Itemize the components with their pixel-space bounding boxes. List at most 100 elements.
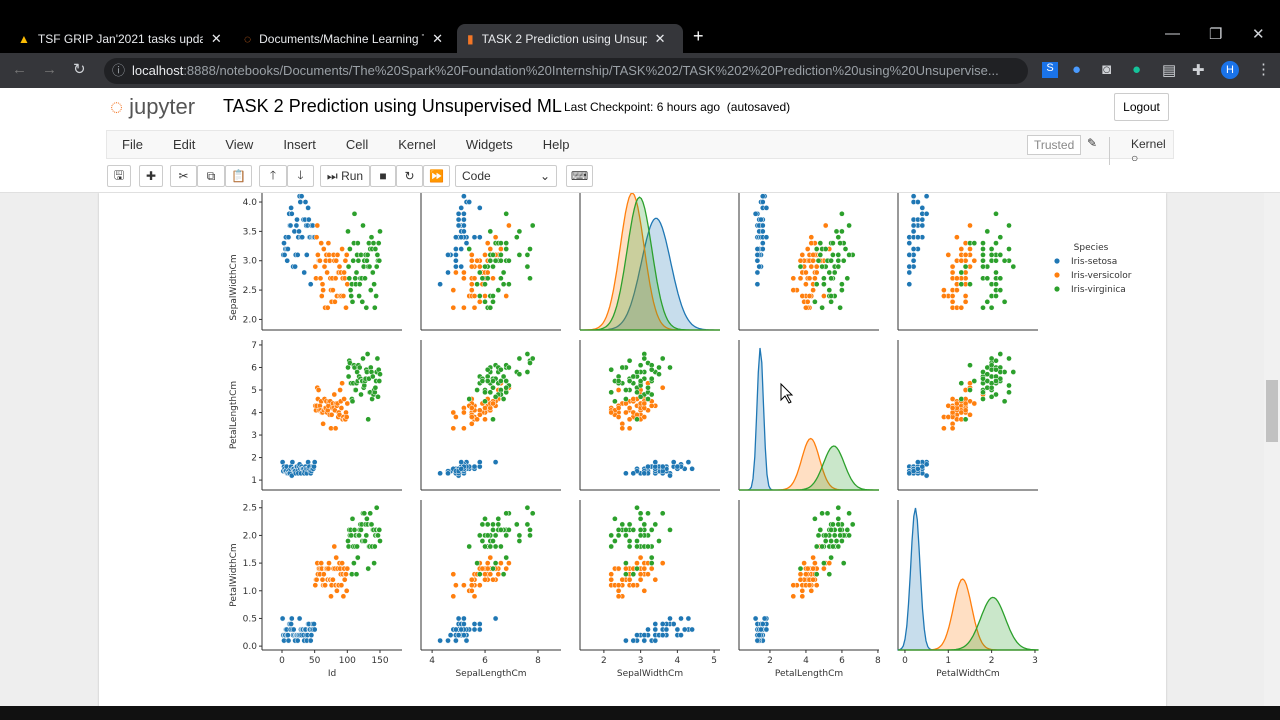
point-Iris-virginica <box>498 275 504 282</box>
trusted-badge[interactable]: Trusted <box>1027 135 1082 155</box>
point-Iris-virginica <box>358 391 364 398</box>
point-Iris-virginica <box>479 521 486 528</box>
restore-button[interactable]: ❐ <box>1209 26 1223 43</box>
extensions-puzzle-icon[interactable]: ✚ <box>1192 62 1205 79</box>
point-Iris-versicolor <box>626 425 633 432</box>
x-tick-label: 1 <box>945 656 951 666</box>
point-Iris-setosa <box>915 234 921 241</box>
point-Iris-virginica <box>812 298 818 305</box>
minimize-button[interactable]: — <box>1165 25 1180 42</box>
tab-task2[interactable]: ▮ TASK 2 Prediction using Unsuper ✕ <box>457 24 683 53</box>
point-Iris-virginica <box>348 293 355 299</box>
scrollbar[interactable] <box>1264 193 1280 706</box>
tab-drive[interactable]: ▲TSF GRIP Jan'2021 tasks updated✕ <box>18 30 222 46</box>
point-Iris-setosa <box>641 470 648 477</box>
point-Iris-versicolor <box>325 240 332 246</box>
menu-help[interactable]: Help <box>542 137 570 152</box>
point-Iris-virginica <box>626 357 633 364</box>
point-Iris-versicolor <box>962 293 969 299</box>
menu-kebab-icon[interactable]: ⋮ <box>1256 61 1271 78</box>
back-button[interactable]: ← <box>12 61 27 78</box>
x-axis-label: SepalLengthCm <box>455 669 526 679</box>
restart-button[interactable]: ↻ <box>396 165 423 187</box>
menu-file[interactable]: File <box>122 137 143 152</box>
point-Iris-versicolor <box>637 571 644 578</box>
camera-extension-icon[interactable]: ◙ <box>1102 61 1112 78</box>
close-window-button[interactable]: ✕ <box>1252 26 1265 43</box>
move-down-button[interactable]: 🡓 <box>287 165 314 187</box>
tab-documents[interactable]: ◌ Documents/Machine Learning Tu ✕ <box>244 30 444 46</box>
notebook-title[interactable]: TASK 2 Prediction using Unsupervised ML <box>223 96 562 116</box>
menu-edit[interactable]: Edit <box>172 137 196 152</box>
point-Iris-versicolor <box>498 246 504 252</box>
logout-button[interactable]: Logout <box>1114 93 1169 121</box>
point-Iris-versicolor <box>320 287 326 293</box>
scrollbar-thumb[interactable] <box>1266 380 1278 442</box>
extension-s-icon[interactable]: S <box>1042 62 1058 78</box>
point-Iris-versicolor <box>949 293 956 299</box>
jupyter-icon: ◌ <box>244 31 252 46</box>
point-Iris-versicolor <box>801 560 807 566</box>
run-button[interactable]: ⏭ Run <box>320 165 370 187</box>
restart-run-all-button[interactable]: ⏩ <box>423 165 450 187</box>
point-Iris-virginica <box>366 263 373 270</box>
stop-button[interactable]: ■ <box>370 165 396 187</box>
extension-icon[interactable]: ● <box>1072 61 1082 78</box>
profile-avatar[interactable]: H <box>1221 61 1239 79</box>
forward-button[interactable]: → <box>42 61 57 78</box>
point-Iris-virginica <box>819 510 825 517</box>
point-Iris-setosa <box>307 281 314 288</box>
copy-button[interactable]: ⧉ <box>197 165 225 187</box>
close-icon[interactable]: ✕ <box>654 30 666 46</box>
y-axis-label: PetalWidthCm <box>229 543 239 606</box>
menu-widgets[interactable]: Widgets <box>465 137 513 152</box>
point-Iris-virginica <box>500 269 507 276</box>
point-Iris-versicolor <box>967 411 973 418</box>
jupyter-logo[interactable]: ◌ jupyter <box>110 94 196 119</box>
new-tab-button[interactable]: + <box>693 26 704 46</box>
x-tick-label: 2 <box>767 656 773 666</box>
point-Iris-versicolor <box>804 246 811 252</box>
point-Iris-setosa <box>630 637 637 644</box>
edit-pencil-icon[interactable]: ✎ <box>1087 136 1098 150</box>
url-field[interactable]: ⓘ localhost:8888/notebooks/Documents/The%… <box>104 58 1028 84</box>
point-Iris-setosa <box>279 615 286 622</box>
close-icon[interactable]: ✕ <box>210 30 222 46</box>
move-up-button[interactable]: 🡑 <box>259 165 287 187</box>
point-Iris-virginica <box>500 571 507 578</box>
cut-button[interactable]: ✂ <box>170 165 197 187</box>
point-Iris-versicolor <box>804 298 811 305</box>
point-Iris-versicolor <box>484 565 491 572</box>
paste-button[interactable]: 📋 <box>225 165 252 187</box>
point-Iris-setosa <box>759 199 766 205</box>
menu-kernel[interactable]: Kernel <box>398 137 436 152</box>
point-Iris-setosa <box>915 459 921 465</box>
y-tick-label: 7 <box>251 341 257 351</box>
point-Iris-setosa <box>752 210 759 217</box>
point-Iris-versicolor <box>340 593 347 600</box>
point-Iris-setosa <box>445 637 451 644</box>
point-Iris-setosa <box>919 222 926 229</box>
point-Iris-virginica <box>830 252 836 258</box>
cell-type-select[interactable]: Code ⌄ <box>455 165 557 187</box>
x-axis-label: PetalLengthCm <box>775 669 843 679</box>
point-Iris-setosa <box>299 234 306 241</box>
close-icon[interactable]: ✕ <box>432 30 444 46</box>
point-Iris-setosa <box>288 205 294 211</box>
menu-insert[interactable]: Insert <box>283 137 316 152</box>
menu-view[interactable]: View <box>225 137 254 152</box>
menu-cell[interactable]: Cell <box>345 137 369 152</box>
reload-button[interactable]: ↻ <box>73 61 86 78</box>
insert-cell-button[interactable]: ✚ <box>139 165 163 187</box>
panel-PetalLengthCm-SepalLengthCm <box>420 340 561 491</box>
point-Iris-virginica <box>958 281 965 288</box>
point-Iris-setosa <box>289 459 296 465</box>
extension-doc-icon[interactable]: ▤ <box>1162 62 1177 79</box>
point-Iris-virginica <box>821 560 827 566</box>
save-button[interactable]: 🖫 <box>107 165 131 187</box>
point-Iris-versicolor <box>954 287 960 293</box>
point-Iris-versicolor <box>321 263 328 270</box>
point-Iris-setosa <box>458 459 465 465</box>
grammarly-icon[interactable]: ● <box>1132 61 1142 78</box>
command-palette-button[interactable]: ⌨ <box>566 165 593 187</box>
